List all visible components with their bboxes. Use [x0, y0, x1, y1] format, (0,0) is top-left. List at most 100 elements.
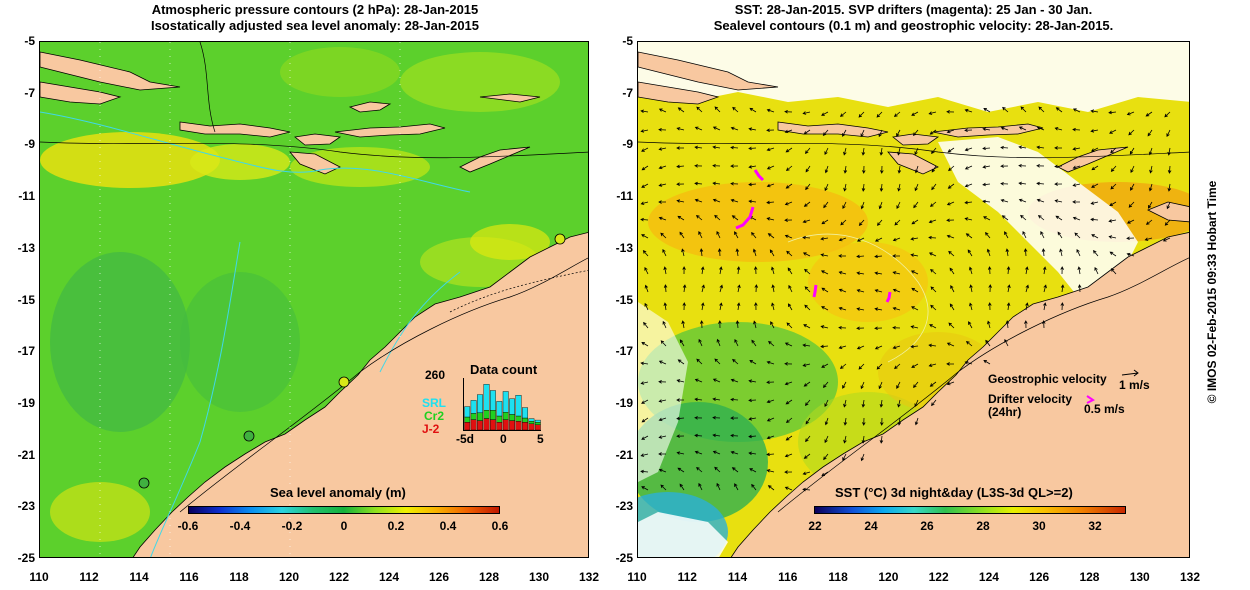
histogram-bar-segment: [515, 421, 522, 430]
sla-tick: 0: [340, 519, 348, 533]
sst-tick: 32: [1088, 519, 1102, 533]
histogram-bar-segment: [522, 407, 528, 419]
histogram-bar-segment: [470, 400, 477, 414]
histogram-bar-segment: [522, 422, 528, 430]
drifter-interval-label: (24hr): [988, 405, 1022, 419]
left-map-title: Atmospheric pressure contours (2 hPa): 2…: [40, 2, 590, 34]
imos-credit: © IMOS 02-Feb-2015 09:33 Hobart Time: [1205, 180, 1219, 404]
lat-tick-label: -11: [18, 189, 35, 204]
lon-tick-label: 130: [1129, 570, 1150, 584]
lon-tick-label: 118: [828, 570, 848, 584]
lon-tick-label: 130: [528, 570, 550, 584]
lon-tick-label: 114: [129, 570, 149, 584]
data-count-max: 260: [425, 368, 446, 382]
histogram-bar-segment: [509, 420, 516, 430]
histogram-bar-segment: [515, 395, 522, 417]
lat-tick-label: -15: [615, 292, 633, 307]
histogram-bar-segment: [522, 417, 528, 423]
histogram-bar-segment: [464, 416, 471, 423]
sla-tick: 0.2: [387, 519, 405, 533]
legend-j2: J-2: [422, 422, 440, 436]
lon-tick-label: 112: [79, 570, 99, 584]
sla-tick: 0.6: [491, 519, 509, 533]
sla-tick: -0.4: [229, 519, 251, 533]
histogram-bar-segment: [509, 414, 516, 421]
histogram-bar-segment: [496, 401, 503, 417]
lon-tick-label: 128: [1079, 570, 1100, 584]
lat-tick-label: -13: [17, 240, 35, 255]
histogram-bar-segment: [509, 398, 516, 415]
sst-tick: 22: [808, 519, 822, 533]
histogram-bar-segment: [490, 410, 496, 420]
legend-srl: SRL: [422, 396, 446, 410]
left-title-line1: Atmospheric pressure contours (2 hPa): 2…: [151, 2, 479, 17]
right-map-title: SST: 28-Jan-2015. SVP drifters (magenta)…: [637, 2, 1190, 34]
lat-tick-label: -9: [622, 137, 633, 152]
right-title-line1: SST: 28-Jan-2015. SVP drifters (magenta)…: [734, 2, 1093, 17]
histogram-bar-segment: [483, 383, 490, 411]
hist-tick-5: 5: [537, 432, 544, 446]
lon-tick-label: 116: [778, 570, 798, 584]
lon-tick-label: 124: [378, 570, 400, 584]
histogram-bar-segment: [528, 421, 535, 425]
data-count-histogram: [463, 378, 541, 431]
lat-tick-label: -25: [17, 551, 35, 565]
histogram-bar-segment: [470, 413, 477, 420]
lon-tick-label: 122: [928, 570, 949, 584]
histogram-bar-segment: [534, 424, 541, 430]
lat-tick-label: -21: [615, 447, 633, 462]
histogram-bar-segment: [464, 422, 471, 430]
sst-tick: 30: [1032, 519, 1046, 533]
lat-tick-label: -23: [615, 499, 633, 514]
histogram-bar-segment: [502, 391, 509, 413]
drifter-scale-label: 0.5 m/s: [1084, 402, 1125, 416]
hist-tick-0: 0: [500, 432, 507, 446]
lon-tick-label: 118: [229, 570, 249, 584]
sla-tick: -0.6: [177, 519, 199, 533]
lon-tick-label: 132: [1179, 570, 1201, 584]
histogram-bar-segment: [502, 419, 509, 430]
sst-tick: 26: [920, 519, 934, 533]
lon-tick-label: 124: [978, 570, 999, 584]
histogram-bar-segment: [534, 419, 541, 423]
histogram-bar-segment: [477, 420, 483, 430]
histogram-bar-segment: [496, 422, 503, 430]
histogram-bar-segment: [470, 419, 477, 430]
lat-tick-label: -19: [17, 395, 35, 410]
sst-colorbar-title: SST (°C) 3d night&day (L3S-3d QL>=2): [835, 485, 1073, 500]
left-title-line2: Isostatically adjusted sea level anomaly…: [150, 18, 480, 33]
lat-tick-label: -11: [616, 189, 633, 204]
lon-tick-label: 110: [627, 570, 647, 584]
data-count-title: Data count: [470, 362, 538, 377]
lat-tick-label: -7: [24, 85, 35, 100]
lat-tick-label: -13: [615, 240, 633, 255]
histogram-bar-segment: [464, 406, 471, 418]
legend-cr2: Cr2: [424, 409, 445, 423]
lat-tick-label: -17: [615, 344, 633, 359]
sea-level-anomaly-map: Data count 260 SRL Cr2 J-2 -5d 0 5 Sea l…: [39, 41, 589, 558]
geostrophic-velocity-label: Geostrophic velocity: [988, 372, 1107, 386]
lon-tick-label: 120: [278, 570, 300, 584]
sla-tick: 0.4: [439, 519, 457, 533]
sst-map-graphic: [638, 42, 1189, 557]
histogram-bar-segment: [483, 418, 490, 430]
histogram-bar-segment: [502, 412, 509, 420]
histogram-bar-segment: [477, 394, 483, 414]
sla-colorbar: [188, 506, 500, 514]
sla-tick: -0.2: [281, 519, 303, 533]
lon-tick-label: 126: [1029, 570, 1050, 584]
lat-tick-label: -7: [622, 85, 633, 100]
hist-tick-minus5: -5d: [456, 432, 474, 446]
histogram-bar-segment: [534, 422, 541, 426]
histogram-bar-segment: [483, 410, 490, 419]
lon-tick-label: 114: [727, 570, 748, 584]
lon-tick-label: 120: [878, 570, 899, 584]
lon-tick-label: 132: [578, 570, 600, 584]
sla-map-graphic: [40, 42, 588, 557]
lon-tick-label: 122: [328, 570, 350, 584]
sst-tick: 28: [976, 519, 990, 533]
lon-tick-label: 110: [29, 570, 49, 584]
histogram-bar-segment: [490, 390, 496, 411]
lat-tick-label: -15: [17, 292, 35, 307]
lon-tick-label: 126: [428, 570, 450, 584]
